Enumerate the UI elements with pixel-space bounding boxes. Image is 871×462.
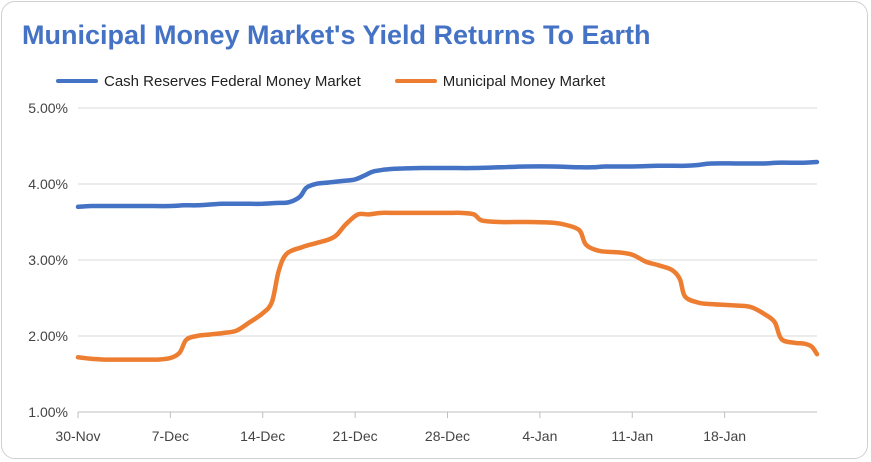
series-line-cash-reserves [75, 159, 820, 210]
y-tick-label: 2.00% [28, 328, 68, 344]
legend-label-cash-reserves: Cash Reserves Federal Money Market [104, 72, 361, 90]
legend-item-municipal: Municipal Money Market [394, 72, 606, 90]
y-tick-label: 5.00% [28, 100, 68, 116]
x-tick-label: 4-Jan [522, 428, 557, 444]
series-lines [75, 159, 820, 362]
x-tick-label: 14-Dec [240, 428, 285, 444]
x-axis: 30-Nov 7-Dec 14-Dec 21-Dec 28-Dec 4-Jan 11-Jan… [55, 411, 817, 444]
x-tick-label: 11-Jan [611, 428, 653, 444]
y-tick-label: 3.00% [28, 252, 68, 268]
legend-label-municipal: Municipal Money Market [442, 72, 606, 90]
legend-item-cash-reserves: Cash Reserves Federal Money Market [56, 73, 361, 90]
gridlines [78, 107, 817, 413]
y-tick-label: 1.00% [28, 404, 68, 420]
legend-swatch-cash-reserves [56, 79, 98, 83]
x-tick-label: 28-Dec [425, 428, 470, 444]
x-tick-label: 7-Dec [152, 428, 189, 444]
x-tick-label: 18-Jan [703, 428, 746, 444]
chart-title: Municipal Money Market's Yield Returns T… [22, 20, 651, 50]
x-tick-label: 21-Dec [333, 428, 378, 444]
y-axis-ticks: 1.00% 2.00% 3.00% 4.00% 5.00% [28, 100, 68, 420]
series-line-municipal [75, 210, 820, 362]
x-tick-label: 30-Nov [55, 428, 100, 444]
legend-swatch-municipal [394, 79, 437, 83]
chart-legend: Cash Reserves Federal Money Market Munic… [56, 71, 639, 91]
y-tick-label: 4.00% [28, 176, 68, 192]
